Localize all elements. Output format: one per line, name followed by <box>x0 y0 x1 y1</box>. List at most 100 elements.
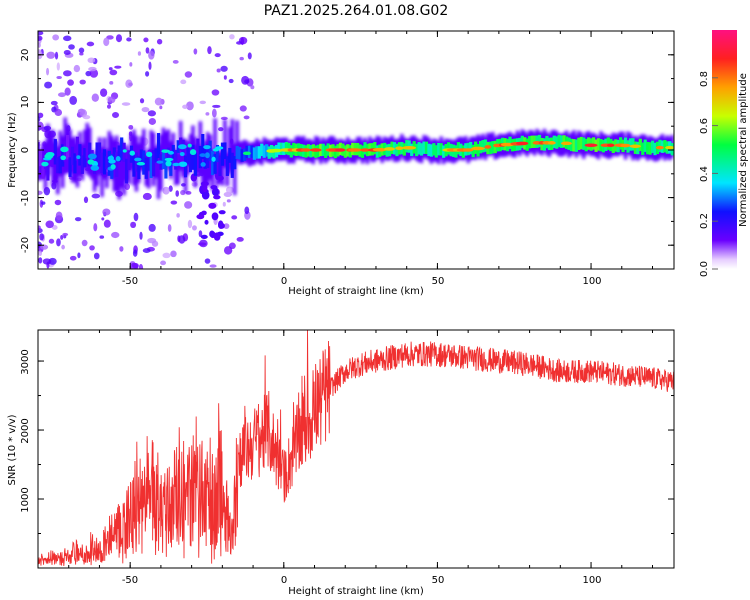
noise-blob <box>182 104 188 109</box>
tail-blob <box>213 194 221 200</box>
noise-blob <box>141 107 150 113</box>
ridge-cluster <box>87 153 97 160</box>
tail-blob <box>217 220 224 229</box>
ridge-cell <box>139 149 143 168</box>
ridge-cell <box>250 145 254 158</box>
ridge-cluster <box>60 146 69 153</box>
noise-blob <box>218 127 224 132</box>
ridge-cell <box>161 149 166 170</box>
noise-blob <box>64 87 71 96</box>
ridge-halo-cell <box>46 123 50 176</box>
noise-blob <box>193 48 198 55</box>
noise-blob <box>211 108 217 118</box>
ridge-cluster <box>122 149 127 153</box>
ridge-halo-cell <box>154 146 158 179</box>
ridge-cell <box>641 142 645 155</box>
noise-blob <box>167 224 172 232</box>
noise-blob <box>41 201 46 205</box>
noise-blob <box>88 66 97 72</box>
noise-blob <box>102 208 111 216</box>
noise-blob <box>82 114 91 120</box>
spectrogram-panel: -50 0 50 100 Height of straight line (km… <box>7 30 675 297</box>
noise-blob <box>67 79 74 86</box>
ridge-cluster <box>115 156 121 162</box>
ridge-cell <box>223 142 227 159</box>
ridge-core <box>584 143 598 148</box>
ridge-core <box>547 141 556 145</box>
ridge-core <box>655 145 664 150</box>
snr-frame <box>37 329 675 569</box>
noise-blob <box>138 263 144 269</box>
noise-blob <box>244 206 250 215</box>
noise-blob <box>143 37 149 43</box>
ridge-halo-cell <box>92 158 97 192</box>
ridge-cell <box>38 150 43 167</box>
spec-ytick-label-0: 0 <box>20 147 31 153</box>
ridge-cell <box>252 147 257 160</box>
ridge-cell <box>373 141 377 155</box>
ridge-cluster <box>203 145 211 150</box>
ridge-cell <box>105 156 109 170</box>
ridge-halo-cell <box>215 152 220 186</box>
noise-blob <box>83 196 89 204</box>
noise-blob <box>114 65 122 69</box>
ridge-halo-cell <box>48 134 53 167</box>
ridge-cell <box>560 135 564 148</box>
ridge-cell <box>427 143 431 157</box>
noise-blob <box>69 95 78 105</box>
ridge-cell <box>434 145 438 158</box>
ridge-cell <box>483 139 488 152</box>
ridge-halo-cell <box>58 130 62 177</box>
noise-blob <box>38 190 43 195</box>
noise-blob <box>148 117 157 125</box>
spec-ylabel: Frequency (Hz) <box>7 112 18 188</box>
noise-blob <box>239 105 247 112</box>
ridge-cell <box>132 154 136 177</box>
noise-blob <box>38 250 43 257</box>
colorbar-tick-label-2: 0.4 <box>699 166 710 182</box>
colorbar-gradient <box>712 30 737 269</box>
spectrogram-ticks <box>38 30 674 270</box>
spec-xtick-label-100: 100 <box>582 276 601 287</box>
noise-blob <box>184 71 193 78</box>
ridge-cluster <box>110 164 116 170</box>
spec-ytick-label-10: 10 <box>20 96 31 109</box>
ridge-core <box>665 145 674 150</box>
noise-blob <box>223 246 233 255</box>
ridge-cell <box>417 142 421 155</box>
ridge-halo-cell <box>156 144 161 199</box>
ridge-cell <box>100 152 104 173</box>
noise-blob <box>145 47 150 54</box>
ridge-cell <box>623 137 628 150</box>
ridge-halo-cell <box>181 138 185 178</box>
ridge-halo-cell <box>235 120 239 162</box>
ridge-cell <box>262 145 266 158</box>
ridge-cell <box>179 137 183 151</box>
ridge-cell <box>574 139 578 152</box>
noise-blob <box>62 232 69 237</box>
ridge-cluster <box>204 152 210 159</box>
ridge-halo-cell <box>164 131 168 165</box>
noise-blob <box>222 201 226 207</box>
ridge-cell <box>80 155 84 174</box>
noise-blob <box>220 65 228 72</box>
noise-blob <box>129 62 133 67</box>
noise-blob <box>170 200 178 205</box>
noise-blob <box>239 56 244 61</box>
noise-blob <box>55 211 63 221</box>
noise-blob <box>109 80 114 85</box>
ridge-cluster <box>134 157 142 162</box>
noise-blob <box>128 82 133 87</box>
ridge-cluster <box>187 143 192 148</box>
ridge-cell <box>73 153 77 174</box>
noise-blob <box>38 257 43 264</box>
noise-blob <box>132 249 138 257</box>
ridge-cell <box>95 142 99 165</box>
ridge-cell <box>415 143 419 157</box>
ridge-cluster <box>156 160 164 164</box>
ridge-cell <box>650 140 655 154</box>
ridge-cell <box>220 142 225 166</box>
noise-blob <box>142 248 151 254</box>
ridge-cluster <box>178 161 188 167</box>
